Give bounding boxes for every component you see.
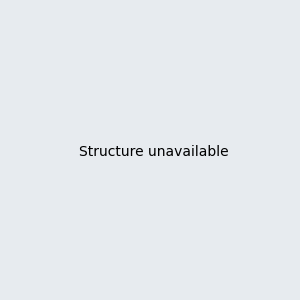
Text: Structure unavailable: Structure unavailable	[79, 145, 229, 158]
